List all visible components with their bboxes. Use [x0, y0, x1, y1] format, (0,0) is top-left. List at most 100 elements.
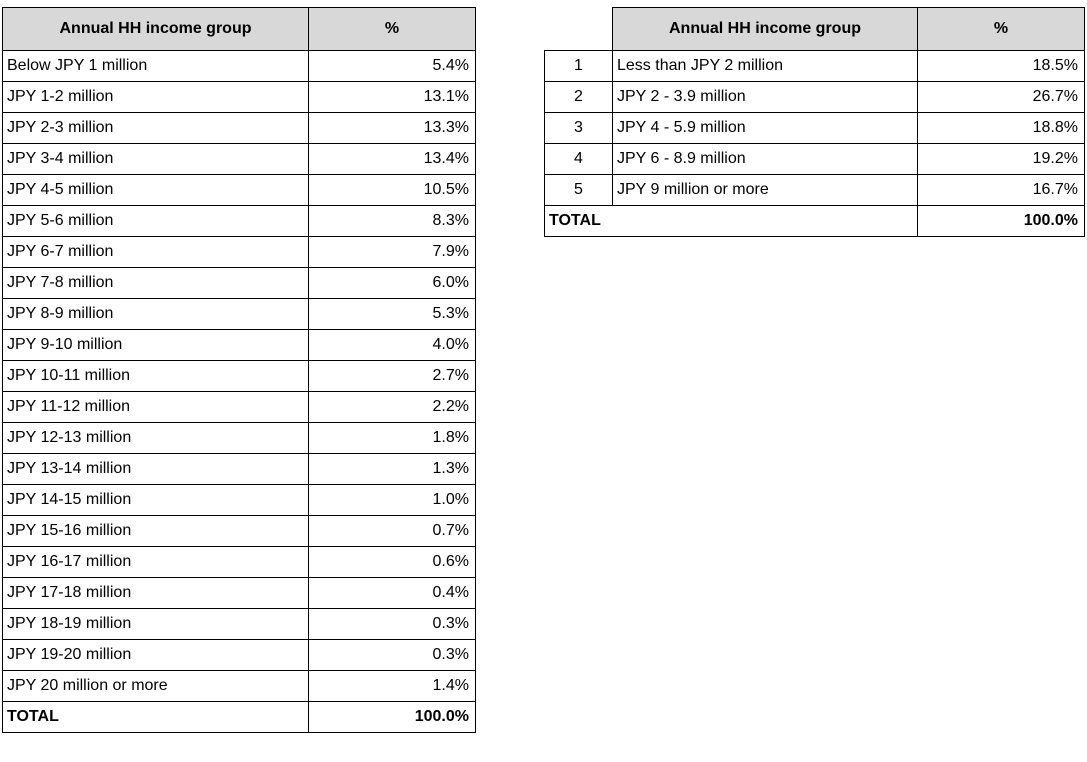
row-index-cell[interactable]: 3	[544, 112, 613, 144]
total-value-cell[interactable]: 100.0%	[917, 205, 1085, 237]
income-group-cell[interactable]: JPY 11-12 million	[2, 391, 309, 423]
income-group-cell[interactable]: Below JPY 1 million	[2, 50, 309, 82]
header-row: Annual HH income group %	[545, 7, 1085, 51]
income-group-cell[interactable]: JPY 6 - 8.9 million	[612, 143, 918, 175]
income-group-cell[interactable]: JPY 18-19 million	[2, 608, 309, 640]
column-header-income-group[interactable]: Annual HH income group	[612, 7, 918, 51]
percent-cell[interactable]: 0.7%	[308, 515, 476, 547]
percent-cell[interactable]: 0.3%	[308, 639, 476, 671]
table-row: JPY 14-15 million 1.0%	[2, 484, 476, 516]
income-group-cell[interactable]: JPY 2 - 3.9 million	[612, 81, 918, 113]
percent-cell[interactable]: 6.0%	[308, 267, 476, 299]
percent-cell[interactable]: 26.7%	[917, 81, 1085, 113]
percent-cell[interactable]: 13.1%	[308, 81, 476, 113]
percent-cell[interactable]: 2.2%	[308, 391, 476, 423]
income-group-cell[interactable]: JPY 20 million or more	[2, 670, 309, 702]
grouped-table-body: 1 Less than JPY 2 million 18.5% 2 JPY 2 …	[544, 50, 1085, 206]
row-index-cell[interactable]: 2	[544, 81, 613, 113]
table-row: JPY 18-19 million 0.3%	[2, 608, 476, 640]
table-row: JPY 9-10 million 4.0%	[2, 329, 476, 361]
table-row: 1 Less than JPY 2 million 18.5%	[544, 50, 1085, 82]
income-group-cell[interactable]: JPY 17-18 million	[2, 577, 309, 609]
percent-cell[interactable]: 5.3%	[308, 298, 476, 330]
table-row: JPY 15-16 million 0.7%	[2, 515, 476, 547]
percent-cell[interactable]: 18.8%	[917, 112, 1085, 144]
percent-cell[interactable]: 5.4%	[308, 50, 476, 82]
table-row: 4 JPY 6 - 8.9 million 19.2%	[544, 143, 1085, 175]
blank-corner-cell	[545, 8, 613, 51]
percent-cell[interactable]: 8.3%	[308, 205, 476, 237]
income-group-cell[interactable]: JPY 4-5 million	[2, 174, 309, 206]
row-index-cell[interactable]: 1	[544, 50, 613, 82]
income-group-cell[interactable]: JPY 19-20 million	[2, 639, 309, 671]
percent-cell[interactable]: 1.0%	[308, 484, 476, 516]
percent-cell[interactable]: 1.3%	[308, 453, 476, 485]
percent-cell[interactable]: 19.2%	[917, 143, 1085, 175]
income-group-cell[interactable]: JPY 2-3 million	[2, 112, 309, 144]
percent-cell[interactable]: 0.4%	[308, 577, 476, 609]
percent-cell[interactable]: 1.4%	[308, 670, 476, 702]
table-row: JPY 1-2 million 13.1%	[2, 81, 476, 113]
table-row: JPY 16-17 million 0.6%	[2, 546, 476, 578]
table-row: JPY 13-14 million 1.3%	[2, 453, 476, 485]
table-row: JPY 8-9 million 5.3%	[2, 298, 476, 330]
income-group-cell[interactable]: JPY 10-11 million	[2, 360, 309, 392]
income-group-cell[interactable]: JPY 9 million or more	[612, 174, 918, 206]
row-index-cell[interactable]: 5	[544, 174, 613, 206]
table-row: JPY 5-6 million 8.3%	[2, 205, 476, 237]
table-row: 3 JPY 4 - 5.9 million 18.8%	[544, 112, 1085, 144]
income-group-cell[interactable]: JPY 7-8 million	[2, 267, 309, 299]
table-row: Below JPY 1 million 5.4%	[2, 50, 476, 82]
table-row: JPY 17-18 million 0.4%	[2, 577, 476, 609]
table-row: JPY 10-11 million 2.7%	[2, 360, 476, 392]
income-group-cell[interactable]: JPY 8-9 million	[2, 298, 309, 330]
income-group-cell[interactable]: JPY 14-15 million	[2, 484, 309, 516]
income-group-cell[interactable]: JPY 3-4 million	[2, 143, 309, 175]
table-row: 5 JPY 9 million or more 16.7%	[544, 174, 1085, 206]
percent-cell[interactable]: 4.0%	[308, 329, 476, 361]
percent-cell[interactable]: 10.5%	[308, 174, 476, 206]
column-header-percent[interactable]: %	[308, 7, 476, 51]
income-group-cell[interactable]: JPY 1-2 million	[2, 81, 309, 113]
table-row: JPY 3-4 million 13.4%	[2, 143, 476, 175]
column-header-income-group[interactable]: Annual HH income group	[2, 7, 309, 51]
percent-cell[interactable]: 7.9%	[308, 236, 476, 268]
percent-cell[interactable]: 16.7%	[917, 174, 1085, 206]
column-header-percent[interactable]: %	[917, 7, 1085, 51]
total-value-cell[interactable]: 100.0%	[308, 701, 476, 733]
table-row: JPY 6-7 million 7.9%	[2, 236, 476, 268]
table-row: JPY 4-5 million 10.5%	[2, 174, 476, 206]
header-row: Annual HH income group %	[2, 7, 476, 51]
table-row: JPY 7-8 million 6.0%	[2, 267, 476, 299]
income-group-cell[interactable]: JPY 16-17 million	[2, 546, 309, 578]
income-group-cell[interactable]: JPY 13-14 million	[2, 453, 309, 485]
table-row: 2 JPY 2 - 3.9 million 26.7%	[544, 81, 1085, 113]
grouped-income-table: Annual HH income group % 1 Less than JPY…	[544, 7, 1085, 237]
income-group-cell[interactable]: JPY 6-7 million	[2, 236, 309, 268]
table-row: JPY 20 million or more 1.4%	[2, 670, 476, 702]
row-index-cell[interactable]: 4	[544, 143, 613, 175]
table-row: JPY 11-12 million 2.2%	[2, 391, 476, 423]
detailed-table-body: Below JPY 1 million 5.4% JPY 1-2 million…	[2, 50, 476, 702]
percent-cell[interactable]: 18.5%	[917, 50, 1085, 82]
percent-cell[interactable]: 0.3%	[308, 608, 476, 640]
total-row: TOTAL 100.0%	[544, 205, 1085, 237]
percent-cell[interactable]: 2.7%	[308, 360, 476, 392]
income-group-cell[interactable]: JPY 4 - 5.9 million	[612, 112, 918, 144]
income-group-cell[interactable]: Less than JPY 2 million	[612, 50, 918, 82]
percent-cell[interactable]: 13.3%	[308, 112, 476, 144]
table-row: JPY 19-20 million 0.3%	[2, 639, 476, 671]
total-label-cell[interactable]: TOTAL	[2, 701, 309, 733]
income-group-cell[interactable]: JPY 5-6 million	[2, 205, 309, 237]
table-row: JPY 2-3 million 13.3%	[2, 112, 476, 144]
detailed-income-table: Annual HH income group % Below JPY 1 mil…	[2, 7, 476, 733]
total-label-cell[interactable]: TOTAL	[544, 205, 918, 237]
income-group-cell[interactable]: JPY 15-16 million	[2, 515, 309, 547]
income-group-cell[interactable]: JPY 9-10 million	[2, 329, 309, 361]
percent-cell[interactable]: 1.8%	[308, 422, 476, 454]
table-row: JPY 12-13 million 1.8%	[2, 422, 476, 454]
percent-cell[interactable]: 0.6%	[308, 546, 476, 578]
total-row: TOTAL 100.0%	[2, 701, 476, 733]
percent-cell[interactable]: 13.4%	[308, 143, 476, 175]
income-group-cell[interactable]: JPY 12-13 million	[2, 422, 309, 454]
